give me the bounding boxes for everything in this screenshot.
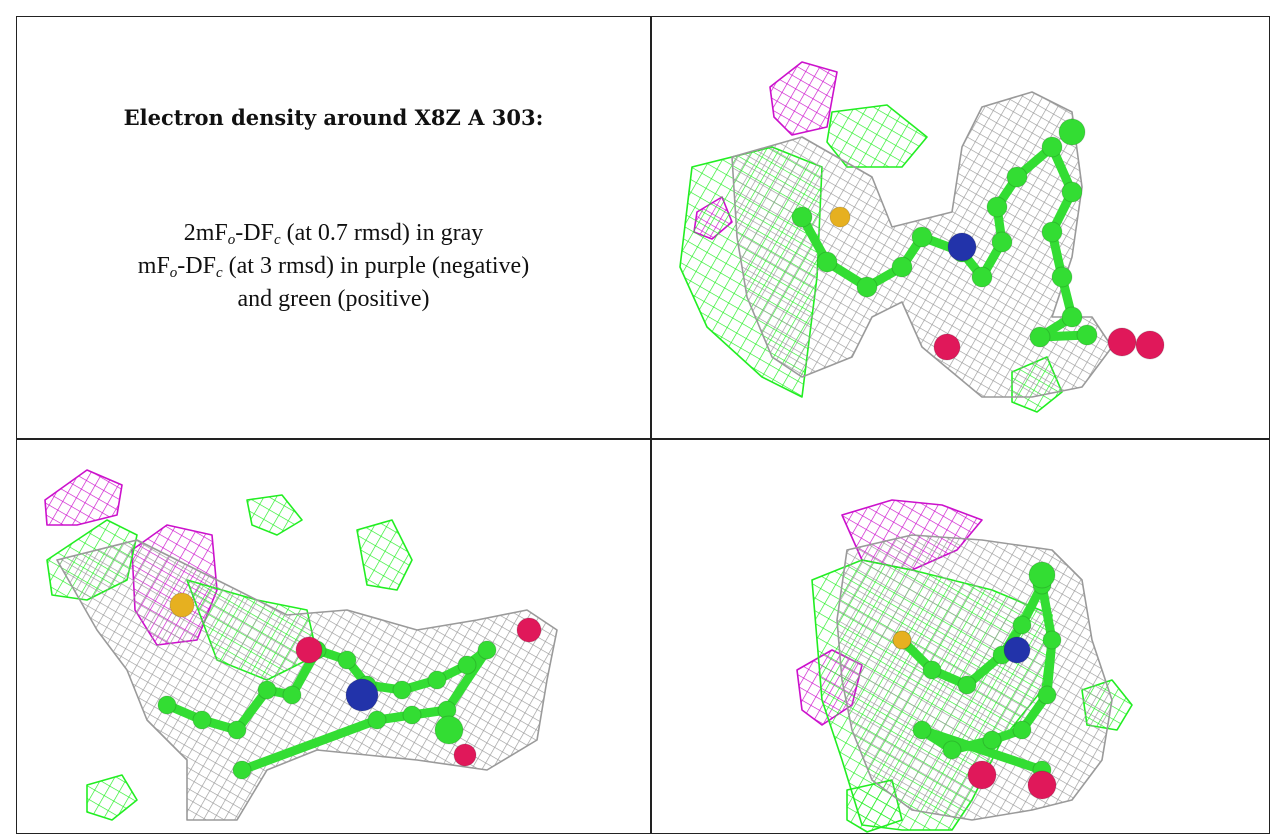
- carbon-atom: [1041, 136, 1063, 158]
- carbon-atom: [1042, 630, 1062, 650]
- density-image: [796, 499, 1133, 833]
- carbon-atom: [232, 760, 252, 780]
- bond-stick: [237, 715, 382, 775]
- carbon-atom: [1029, 326, 1051, 348]
- carbon-atom: [942, 740, 962, 760]
- carbon-atom: [392, 680, 412, 700]
- carbon-atom: [157, 695, 177, 715]
- carbon-atom: [427, 670, 447, 690]
- carbon-atom: [891, 256, 913, 278]
- negative-density-mesh: [769, 61, 838, 136]
- carbon-atom: [922, 660, 942, 680]
- carbon-atom: [1037, 685, 1057, 705]
- sulfur-atom: [169, 592, 195, 618]
- bond-stick: [917, 725, 1047, 775]
- carbon-atom: [1012, 720, 1032, 740]
- caption-panel: Electron density around X8Z A 303: 2mFo-…: [17, 17, 650, 438]
- carbon-atom: [367, 710, 387, 730]
- carbon-atom: [457, 655, 477, 675]
- density-image: [679, 61, 1165, 413]
- figure-grid: Electron density around X8Z A 303: 2mFo-…: [16, 16, 1270, 834]
- carbon-atom: [912, 720, 932, 740]
- carbon-atom: [1061, 181, 1083, 203]
- nitrogen-atom: [1003, 636, 1031, 664]
- density-view-bottom-left: [17, 440, 650, 835]
- oxygen-atom: [295, 636, 323, 664]
- column-divider: [650, 17, 652, 833]
- carbon-atom: [402, 705, 422, 725]
- oxygen-atom: [516, 617, 542, 643]
- oxygen-atom: [933, 333, 961, 361]
- carbon-atom: [1012, 615, 1032, 635]
- oxygen-atom: [1135, 330, 1165, 360]
- oxygen-atom: [967, 760, 997, 790]
- density-view-bottom-right: [652, 440, 1271, 835]
- carbon-atom: [911, 226, 933, 248]
- legend-line-2fofc: 2mFo-DFc (at 0.7 rmsd) in gray: [183, 220, 484, 248]
- carbon-atom: [1058, 118, 1086, 146]
- carbon-atom: [982, 730, 1002, 750]
- carbon-atom: [192, 710, 212, 730]
- sulfur-atom: [892, 630, 912, 650]
- carbon-atom: [282, 685, 302, 705]
- nitrogen-atom: [345, 678, 379, 712]
- nitrogen-atom: [947, 232, 977, 262]
- carbon-atom: [1076, 324, 1098, 346]
- carbon-atom: [791, 206, 813, 228]
- positive-density-mesh: [246, 494, 303, 536]
- carbon-atom: [227, 720, 247, 740]
- oxygen-atom: [453, 743, 477, 767]
- carbon-atom: [1051, 266, 1073, 288]
- carbon-atom: [856, 276, 878, 298]
- carbon-atom: [986, 196, 1008, 218]
- caption-title: Electron density around X8Z A 303:: [123, 105, 544, 130]
- carbon-atom: [434, 715, 464, 745]
- negative-density-mesh: [44, 469, 123, 526]
- oxygen-atom: [1107, 327, 1137, 357]
- caption-legend: 2mFo-DFc (at 0.7 rmsd) in gray mFo-DFc (…: [17, 217, 650, 316]
- row-divider: [17, 438, 1269, 440]
- carbon-atom: [477, 640, 497, 660]
- oxygen-atom: [1027, 770, 1057, 800]
- carbon-atom: [1006, 166, 1028, 188]
- carbon-atom: [337, 650, 357, 670]
- carbon-atom: [971, 266, 993, 288]
- density-2fofc-mesh: [56, 539, 558, 821]
- carbon-atom: [1061, 306, 1083, 328]
- carbon-atom: [991, 231, 1013, 253]
- carbon-atom: [257, 680, 277, 700]
- carbon-atom: [957, 675, 977, 695]
- bond-stick: [442, 645, 492, 715]
- positive-density-mesh: [356, 519, 413, 591]
- carbon-atom: [1028, 561, 1056, 589]
- sulfur-atom: [829, 206, 851, 228]
- carbon-atom: [1041, 221, 1063, 243]
- bond-stick: [1042, 635, 1057, 700]
- positive-density-mesh: [86, 774, 138, 821]
- legend-line-fofc: mFo-DFc (at 3 rmsd) in purple (negative): [137, 253, 530, 281]
- legend-line-colors: and green (positive): [237, 286, 430, 312]
- positive-density-mesh: [826, 104, 928, 168]
- carbon-atom: [816, 251, 838, 273]
- density-view-top-right: [652, 17, 1271, 438]
- bond-stick: [1037, 580, 1057, 645]
- density-image: [44, 469, 558, 821]
